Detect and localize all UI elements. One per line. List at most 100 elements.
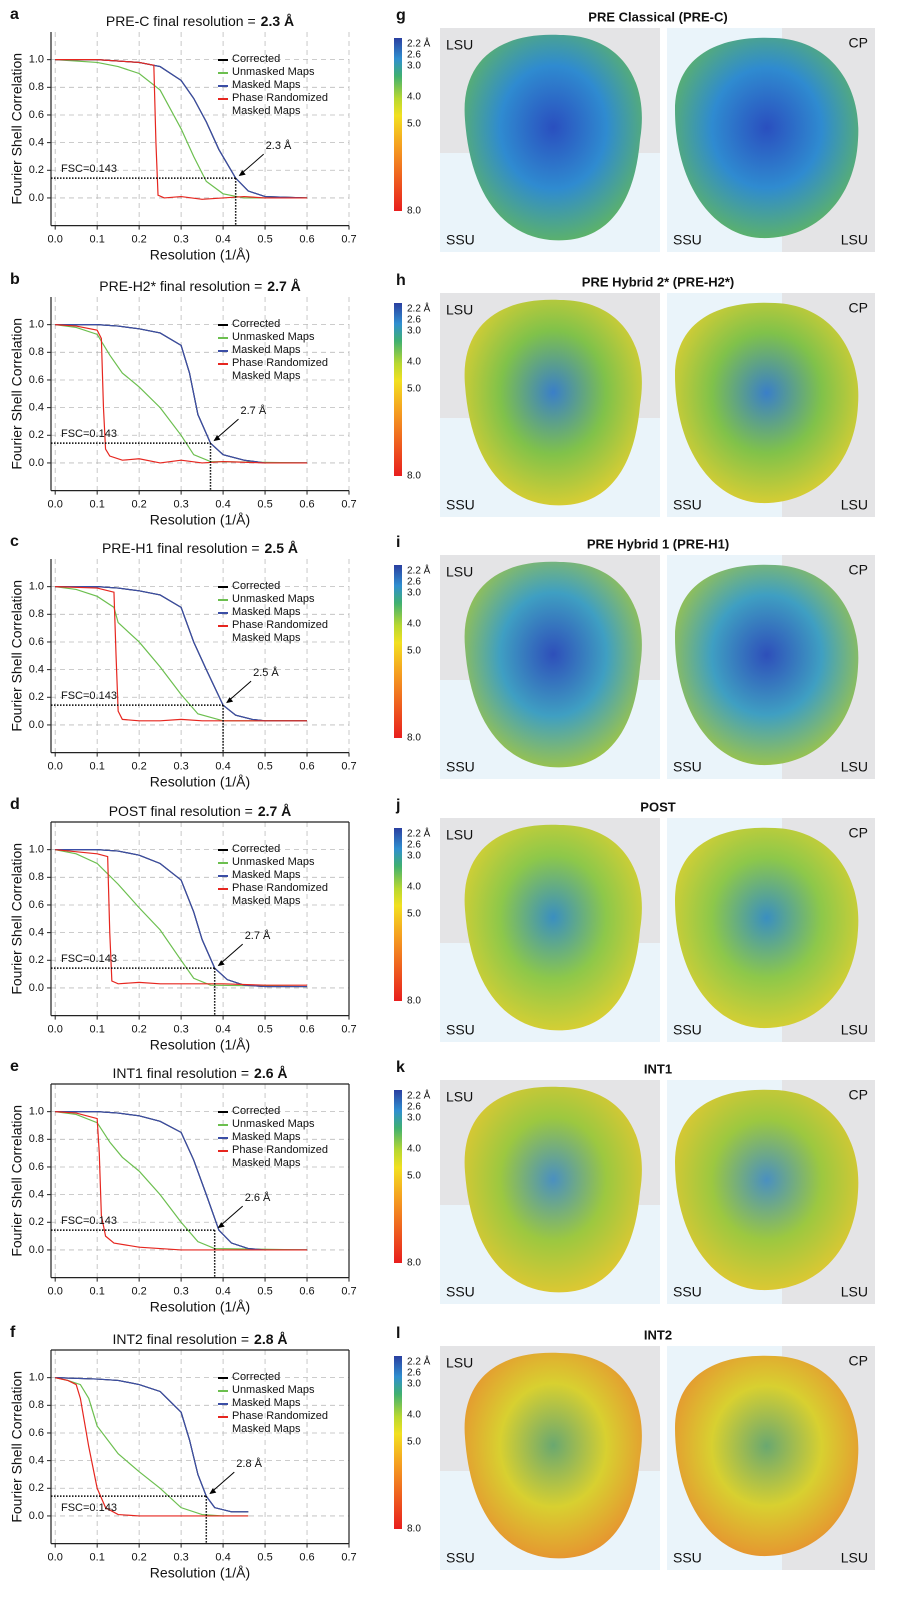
threshold-label: FSC=0.143: [61, 428, 117, 440]
arrow-head: [213, 435, 221, 442]
map-title: PRE Classical (PRE-C): [588, 9, 727, 24]
ribosome-map: [675, 1089, 859, 1291]
x-tick-label: 0.1: [90, 1552, 105, 1564]
resolution-arrow: [239, 153, 265, 176]
scale-label: 8.0: [407, 1258, 421, 1269]
legend-swatch: [218, 98, 228, 100]
legend-label: Masked Maps: [232, 1397, 301, 1409]
title-text: PRE-C final resolution =: [106, 13, 256, 29]
legend-swatch: [218, 324, 228, 326]
scale-label: 2.2 Å: [407, 1355, 431, 1368]
y-axis-label: Fourier Shell Correlation: [9, 318, 25, 470]
legend-item: Phase Randomized Masked Maps: [218, 357, 343, 383]
region-label: CP: [849, 562, 868, 578]
y-tick-label: 0.4: [29, 402, 44, 414]
fsc-curve: [55, 324, 308, 464]
y-tick-label: 0.8: [29, 81, 44, 93]
x-tick-label: 0.6: [299, 1552, 314, 1564]
scale-label: 4.0: [407, 619, 421, 630]
legend-label: Masked Maps: [232, 606, 301, 618]
y-tick-label: 0.0: [29, 982, 44, 994]
x-tick-label: 0.1: [90, 1286, 105, 1298]
x-tick-label: 0.4: [215, 499, 230, 511]
scale-label: 2.2 Å: [407, 1089, 431, 1102]
y-tick-label: 0.6: [29, 1161, 44, 1173]
scale-label: 2.2 Å: [407, 302, 431, 315]
legend-item: Phase Randomized Masked Maps: [218, 1144, 343, 1170]
legend: Corrected Unmasked Maps Masked Maps Phase R…: [218, 318, 343, 383]
legend-item: Masked Maps: [218, 1397, 343, 1410]
region-label: LSU: [446, 302, 473, 318]
scale-label: 8.0: [407, 1524, 421, 1535]
threshold-label: FSC=0.143: [61, 953, 117, 965]
title-value: 2.7 Å: [258, 803, 291, 819]
resolution-arrow: [209, 1471, 235, 1494]
y-tick-label: 0.8: [29, 1399, 44, 1411]
x-tick-label: 0.0: [48, 234, 63, 246]
fsc-curve: [55, 324, 308, 464]
legend-label: Phase Randomized Masked Maps: [232, 92, 329, 117]
legend-item: Corrected: [218, 843, 343, 856]
ribosome-map: [675, 1355, 859, 1557]
title-text: PRE-H1 final resolution =: [102, 540, 260, 556]
scale-label: 5.0: [407, 646, 421, 657]
legend: Corrected Unmasked Maps Masked Maps Phase R…: [218, 580, 343, 645]
x-tick-label: 0.3: [173, 1286, 188, 1298]
scale-label: 5.0: [407, 384, 421, 395]
legend-item: Unmasked Maps: [218, 66, 343, 79]
resolution-label: 2.3 Å: [266, 139, 292, 152]
x-tick-label: 0.2: [131, 761, 146, 773]
legend-label: Corrected: [232, 318, 281, 330]
legend: Corrected Unmasked Maps Masked Maps Phase R…: [218, 53, 343, 118]
panel-letter: e: [10, 1058, 19, 1075]
x-tick-label: 0.6: [299, 234, 314, 246]
panel-letter: d: [10, 796, 20, 813]
y-tick-label: 0.2: [29, 164, 44, 176]
legend-swatch: [218, 875, 228, 877]
x-tick-label: 0.4: [215, 761, 230, 773]
legend-item: Masked Maps: [218, 606, 343, 619]
resolution-arrow: [214, 418, 239, 441]
fsc-curve: [55, 849, 308, 988]
legend-swatch: [218, 888, 228, 890]
title-text: POST final resolution =: [109, 803, 253, 819]
legend-item: Masked Maps: [218, 344, 343, 357]
resolution-label: 2.7 Å: [245, 929, 271, 942]
x-tick-label: 0.2: [131, 1024, 146, 1036]
y-axis-label: Fourier Shell Correlation: [9, 53, 25, 205]
legend-label: Corrected: [232, 1105, 281, 1117]
y-tick-label: 1.0: [29, 581, 44, 593]
threshold-label: FSC=0.143: [61, 1502, 117, 1514]
legend-swatch: [218, 849, 228, 851]
resolution-label: 2.8 Å: [236, 1457, 262, 1470]
scale-label: 2.6: [407, 1102, 421, 1113]
y-tick-label: 0.4: [29, 927, 44, 939]
y-tick-label: 1.0: [29, 1372, 44, 1384]
x-tick-label: 0.0: [48, 1286, 63, 1298]
legend-swatch: [218, 625, 228, 627]
legend-label: Masked Maps: [232, 869, 301, 881]
scale-label: 5.0: [407, 1437, 421, 1448]
legend-item: Masked Maps: [218, 869, 343, 882]
legend-swatch: [218, 59, 228, 61]
region-label: SSU: [673, 232, 702, 248]
legend-label: Unmasked Maps: [232, 66, 315, 78]
y-tick-label: 0.0: [29, 1244, 44, 1256]
y-tick-label: 0.6: [29, 374, 44, 386]
legend-item: Unmasked Maps: [218, 593, 343, 606]
resolution-arrow: [218, 1205, 244, 1228]
region-label: LSU: [446, 1355, 473, 1371]
resolution-label: 2.5 Å: [253, 666, 279, 679]
y-tick-label: 0.0: [29, 192, 44, 204]
x-tick-label: 0.1: [90, 761, 105, 773]
y-tick-label: 0.4: [29, 1189, 44, 1201]
resolution-label: 2.7 Å: [240, 404, 266, 417]
arrow-head: [209, 1488, 217, 1495]
x-tick-label: 0.3: [173, 1552, 188, 1564]
x-tick-label: 0.3: [173, 499, 188, 511]
region-label: CP: [849, 1087, 868, 1103]
chart-title: PRE-C final resolution = 2.3 Å: [106, 13, 294, 29]
color-scale: [394, 1090, 402, 1263]
arrow-head: [217, 960, 225, 967]
ribosome-map: [464, 1352, 642, 1559]
